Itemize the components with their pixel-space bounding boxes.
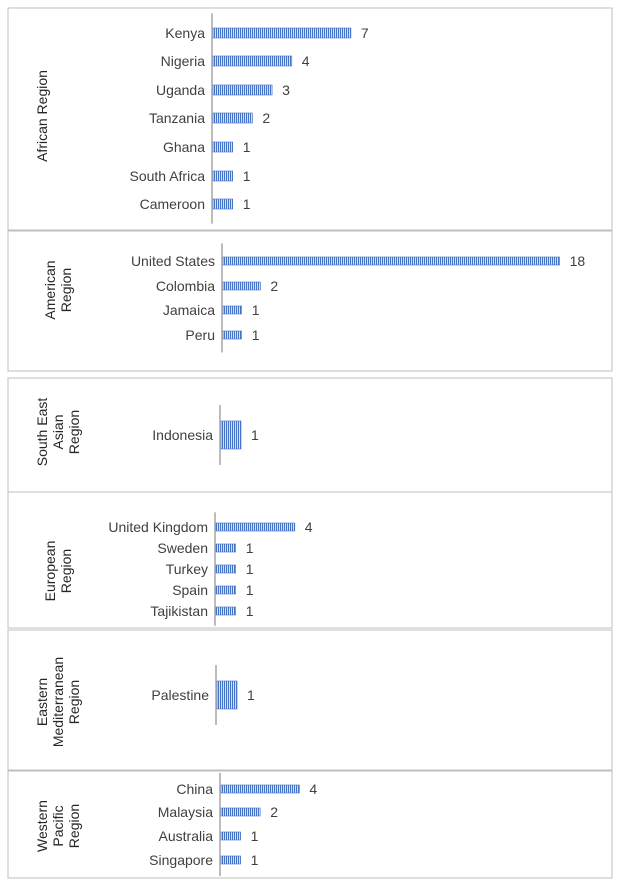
data-label: 1 <box>246 540 254 556</box>
bar <box>212 170 234 182</box>
bar <box>222 330 243 340</box>
bar <box>212 84 273 96</box>
bar <box>222 256 560 266</box>
category-label: Nigeria <box>161 53 206 69</box>
category-label: Malaysia <box>158 804 213 820</box>
panel-border <box>7 377 613 493</box>
category-label: Spain <box>172 582 208 598</box>
bar <box>220 420 242 450</box>
region-label: African Region <box>34 70 50 162</box>
bar <box>220 831 241 841</box>
category-label: Kenya <box>165 25 205 41</box>
data-label: 4 <box>309 781 317 797</box>
data-label: 2 <box>270 804 278 820</box>
data-label: 1 <box>247 687 255 703</box>
category-label: Tajikistan <box>150 603 208 619</box>
category-label: United Kingdom <box>108 519 208 535</box>
data-label: 1 <box>246 603 254 619</box>
category-label: China <box>176 781 213 797</box>
region-label: WesternPacificRegion <box>34 800 82 852</box>
data-label: 1 <box>252 327 260 343</box>
bar <box>215 522 296 532</box>
bar <box>215 543 237 553</box>
bar <box>216 680 238 710</box>
category-label: Indonesia <box>152 427 213 443</box>
category-label: Tanzania <box>149 110 205 126</box>
bar <box>222 305 243 315</box>
data-label: 1 <box>251 427 259 443</box>
data-label: 1 <box>243 139 251 155</box>
western-pacific-region-panel: WesternPacificRegion China 4 Malaysia 2 Austr… <box>7 770 613 879</box>
bar <box>215 564 237 574</box>
bar <box>212 198 234 210</box>
category-label: Palestine <box>151 687 209 703</box>
bar <box>212 55 293 67</box>
data-label: 18 <box>570 253 586 269</box>
bar <box>220 807 261 817</box>
region-label: AmericanRegion <box>42 260 74 319</box>
data-label: 1 <box>252 302 260 318</box>
data-label: 1 <box>243 196 251 212</box>
data-label: 3 <box>282 82 290 98</box>
category-label: Turkey <box>166 561 208 577</box>
bar <box>215 585 237 595</box>
bar <box>212 141 234 153</box>
region-label: EuropeanRegion <box>42 541 74 602</box>
panel-border <box>7 491 613 629</box>
panel-border <box>7 230 613 372</box>
category-label: Jamaica <box>163 302 215 318</box>
data-label: 1 <box>251 828 259 844</box>
category-label: Cameroon <box>140 196 205 212</box>
data-label: 1 <box>246 561 254 577</box>
european-region-panel: EuropeanRegion United Kingdom 4 Sweden 1 Turk… <box>7 491 613 629</box>
african-region-panel: African Region Kenya 7 Nigeria 4 Uganda 3 Tanza… <box>7 7 613 231</box>
data-label: 7 <box>361 25 369 41</box>
panel-border <box>7 629 613 771</box>
bar <box>220 784 300 794</box>
category-label: United States <box>131 253 215 269</box>
eastern-mediterranean-region-panel: EasternMediterraneanRegion Palestine 1 <box>7 629 613 771</box>
data-label: 2 <box>270 278 278 294</box>
category-label: Sweden <box>157 540 208 556</box>
bar <box>220 855 241 865</box>
region-label: South EastAsianRegion <box>34 398 82 467</box>
data-label: 1 <box>251 852 259 868</box>
category-label: Singapore <box>149 852 213 868</box>
bar <box>215 606 237 616</box>
bar <box>212 27 352 39</box>
category-label: Colombia <box>156 278 215 294</box>
data-label: 4 <box>302 53 310 69</box>
data-label: 1 <box>246 582 254 598</box>
category-label: Ghana <box>163 139 205 155</box>
category-label: Uganda <box>156 82 205 98</box>
panel-border <box>7 7 613 231</box>
data-label: 1 <box>243 168 251 184</box>
data-label: 4 <box>305 519 313 535</box>
south-east-asian-region-panel: South EastAsianRegion Indonesia 1 <box>7 377 613 493</box>
category-label: Peru <box>185 327 215 343</box>
data-label: 2 <box>262 110 270 126</box>
category-label: South Africa <box>130 168 206 184</box>
panel-border <box>7 770 613 879</box>
bar <box>212 112 253 124</box>
category-label: Australia <box>159 828 214 844</box>
bar <box>222 281 261 291</box>
american-region-panel: AmericanRegion United States 18 Colombia 2 Ja… <box>7 230 613 372</box>
region-label: EasternMediterraneanRegion <box>34 657 82 747</box>
